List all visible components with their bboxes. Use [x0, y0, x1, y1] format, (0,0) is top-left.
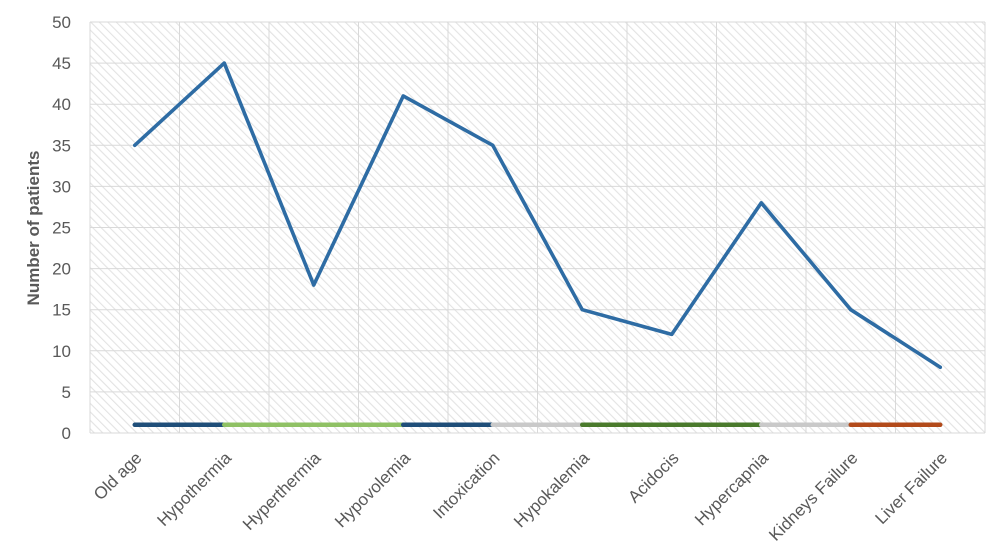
- data-point: [222, 61, 226, 65]
- y-tick-label: 50: [52, 13, 71, 32]
- x-tick-label: Old age: [90, 448, 146, 504]
- y-tick-label: 25: [52, 219, 71, 238]
- x-tick-label: Hypercapnia: [691, 448, 772, 529]
- x-tick-label: Acidocis: [624, 448, 682, 506]
- series-line-path: [132, 61, 943, 370]
- y-tick-label: 40: [52, 95, 71, 114]
- y-tick-label: 5: [62, 383, 71, 402]
- x-tick-label: Hypothermia: [153, 448, 235, 530]
- data-point: [401, 94, 405, 98]
- y-tick-label: 45: [52, 54, 71, 73]
- y-tick-label: 30: [52, 177, 71, 196]
- y-tick-label: 35: [52, 136, 71, 155]
- x-axis-tick-labels: Old age Hypothermia Hyperthermia Hypovolemi…: [90, 448, 951, 545]
- data-point: [491, 143, 495, 147]
- y-tick-label: 20: [52, 260, 71, 279]
- x-tick-label: Liver Failure: [871, 448, 951, 528]
- y-tick-label: 0: [62, 424, 71, 443]
- y-tick-label: 15: [52, 301, 71, 320]
- x-tick-label: Kidneys Failure: [765, 448, 861, 544]
- data-point: [938, 365, 942, 369]
- data-point: [670, 332, 674, 336]
- data-point: [849, 308, 853, 312]
- data-point: [133, 143, 137, 147]
- y-axis-tick-labels: 0 5 10 15 20 25 30 35 40 45 50: [52, 13, 71, 443]
- y-axis-label: Number of patients: [24, 151, 43, 306]
- data-point: [312, 283, 316, 287]
- x-tick-label: Intoxication: [429, 448, 503, 522]
- data-point: [759, 201, 763, 205]
- data-point: [580, 308, 584, 312]
- series-line: [132, 61, 943, 370]
- x-tick-label: Hypovolemia: [331, 448, 414, 531]
- y-tick-label: 10: [52, 342, 71, 361]
- x-tick-label: Hyperthermia: [239, 448, 325, 534]
- x-tick-label: Hypokalemia: [510, 448, 593, 531]
